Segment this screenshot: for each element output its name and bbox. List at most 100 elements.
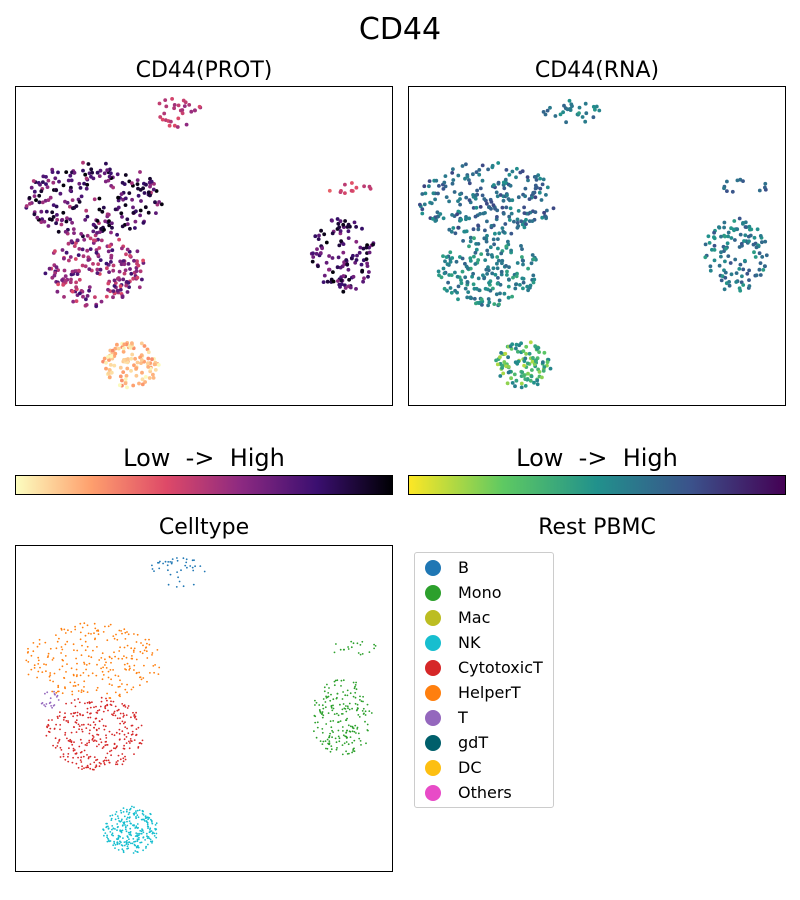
cell-point — [753, 255, 758, 259]
cell-point — [364, 710, 367, 713]
cell-point — [523, 356, 528, 361]
rna-scatter-svg — [418, 98, 769, 390]
cell-point — [121, 829, 124, 832]
cell-point — [353, 730, 356, 733]
cell-point — [87, 674, 90, 677]
cell-point — [474, 193, 478, 198]
cell-point — [127, 847, 130, 850]
cell-point — [480, 163, 485, 168]
cell-point — [332, 704, 334, 707]
cell-point — [118, 287, 123, 292]
cell-point — [515, 217, 520, 222]
cell-point — [79, 232, 84, 236]
cluster-mono-6 — [333, 640, 377, 656]
cell-point — [171, 561, 173, 563]
cell-point — [448, 260, 453, 264]
cell-point — [85, 294, 90, 298]
cell-point — [110, 225, 114, 230]
cell-point — [30, 668, 33, 671]
cell-point — [530, 359, 535, 364]
cell-point — [48, 675, 51, 678]
cell-point — [167, 123, 172, 128]
cell-point — [120, 820, 123, 822]
cell-point — [510, 198, 515, 203]
cell-point — [536, 346, 541, 350]
cell-point — [501, 198, 506, 203]
cell-point — [727, 280, 731, 284]
cell-point — [191, 566, 194, 569]
cell-point — [342, 730, 344, 732]
cell-point — [498, 193, 503, 197]
cell-point — [54, 188, 59, 193]
cell-point — [151, 842, 153, 844]
cell-point — [136, 827, 139, 829]
cell-point — [540, 215, 545, 220]
cell-point — [117, 708, 120, 711]
cell-point — [502, 291, 507, 296]
cell-point — [478, 205, 483, 209]
cell-point — [70, 269, 75, 274]
cell-point — [346, 705, 349, 708]
cell-point — [361, 640, 364, 643]
cell-point — [70, 289, 75, 294]
cell-point — [132, 651, 135, 653]
cell-point — [125, 742, 128, 744]
cell-point — [149, 672, 151, 674]
cell-point — [105, 697, 107, 700]
cell-point — [77, 683, 80, 686]
cell-point — [138, 208, 143, 213]
cell-point — [80, 689, 83, 691]
cell-point — [114, 813, 117, 816]
cell-point — [69, 239, 74, 244]
cell-point — [125, 841, 127, 843]
cell-point — [355, 688, 358, 691]
cell-point — [138, 809, 141, 811]
cell-point — [545, 208, 549, 213]
cell-point — [71, 761, 74, 764]
cell-point — [36, 676, 38, 679]
cell-point — [734, 280, 739, 284]
cell-point — [322, 740, 325, 743]
cell-point — [448, 286, 453, 290]
cell-point — [345, 710, 348, 713]
cell-point — [187, 103, 192, 107]
cell-point — [131, 276, 136, 281]
cell-point — [89, 724, 92, 726]
cell-point — [524, 344, 529, 349]
cell-point — [46, 691, 49, 694]
cell-point — [367, 245, 371, 250]
cell-point — [131, 842, 134, 845]
cell-point — [123, 196, 128, 201]
cell-point — [338, 285, 342, 289]
cell-point — [55, 691, 58, 694]
cell-point — [347, 707, 349, 710]
cell-point — [53, 249, 57, 254]
cell-point — [345, 741, 348, 743]
cell-point — [51, 203, 56, 207]
cell-point — [121, 349, 126, 354]
cell-point — [106, 249, 111, 254]
cell-point — [74, 705, 77, 708]
cell-point — [527, 197, 532, 201]
cell-point — [501, 229, 506, 234]
cell-point — [124, 706, 127, 708]
cell-point — [338, 265, 343, 270]
cell-point — [117, 760, 119, 762]
cell-point — [39, 220, 44, 225]
cell-point — [119, 717, 121, 720]
cell-point — [336, 692, 339, 695]
cell-point — [346, 236, 351, 241]
cell-point — [444, 255, 449, 259]
cell-point — [65, 216, 69, 221]
cell-point — [132, 824, 134, 827]
cell-point — [373, 643, 375, 646]
cell-point — [53, 704, 56, 706]
cell-point — [321, 716, 324, 719]
cell-point — [110, 833, 113, 836]
cell-point — [351, 751, 353, 754]
cell-point — [733, 257, 738, 262]
cell-point — [135, 810, 137, 812]
cell-point — [139, 341, 144, 346]
cell-point — [60, 248, 65, 252]
cell-point — [553, 114, 558, 118]
